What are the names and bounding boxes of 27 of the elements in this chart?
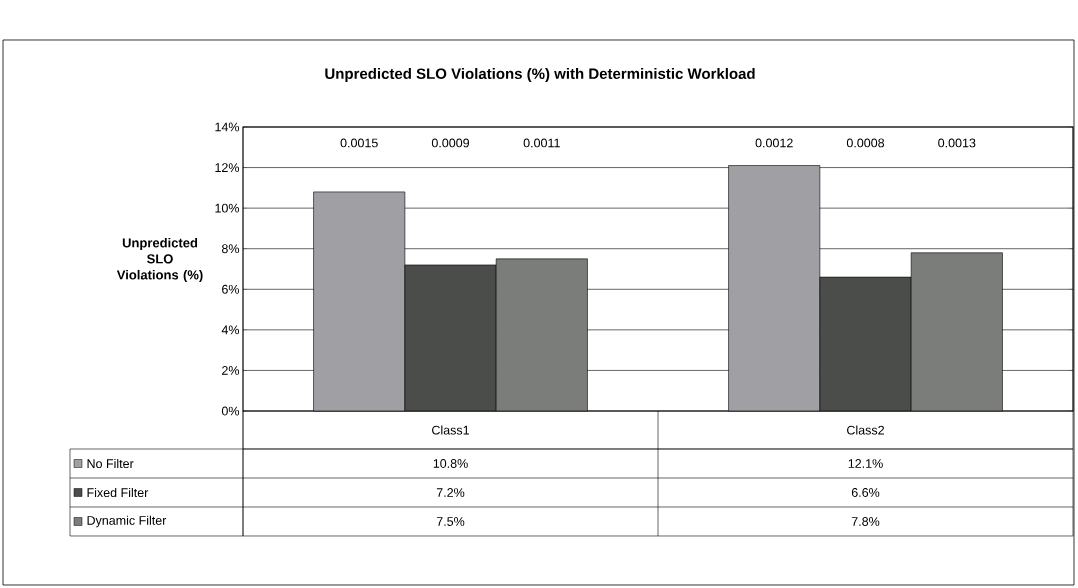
data-label: 7.2% bbox=[436, 488, 465, 497]
data-label: 6.6% bbox=[851, 488, 880, 497]
data-label: 10.8% bbox=[433, 459, 468, 468]
y-tick-label: 0% bbox=[221, 406, 240, 416]
annotation: 0.0011 bbox=[523, 138, 560, 148]
x-tick-label: Class2 bbox=[847, 425, 884, 435]
data-label: 7.8% bbox=[851, 517, 880, 526]
annotation: 0.0009 bbox=[431, 138, 470, 148]
annotation: 0.0015 bbox=[340, 138, 378, 148]
y-tick-label: 8% bbox=[221, 244, 240, 254]
legend-label: Dynamic Filter bbox=[87, 515, 167, 528]
y-axis-title: Unpredicted SLO Violations (%) bbox=[116, 237, 203, 283]
annotation: 0.0008 bbox=[846, 138, 885, 148]
x-tick-label: Class1 bbox=[432, 425, 469, 435]
y-tick-label: 4% bbox=[221, 325, 240, 335]
annotation: 0.0013 bbox=[938, 138, 976, 148]
annotation: 0.0012 bbox=[755, 138, 793, 148]
legend-label: Fixed Filter bbox=[87, 487, 149, 498]
chart-title: Unpredicted SLO Violations (%) with Deterministic Workload bbox=[325, 68, 755, 82]
y-tick-label: 2% bbox=[222, 366, 240, 375]
legend-label: No Filter bbox=[87, 458, 134, 469]
data-label: 12.1% bbox=[848, 459, 883, 468]
y-tick-label: 12% bbox=[215, 163, 240, 172]
data-label: 7.5% bbox=[436, 517, 465, 526]
y-tick-label: 6% bbox=[222, 284, 240, 294]
y-tick-label: 14% bbox=[215, 122, 240, 132]
y-tick-label: 10% bbox=[215, 203, 240, 213]
